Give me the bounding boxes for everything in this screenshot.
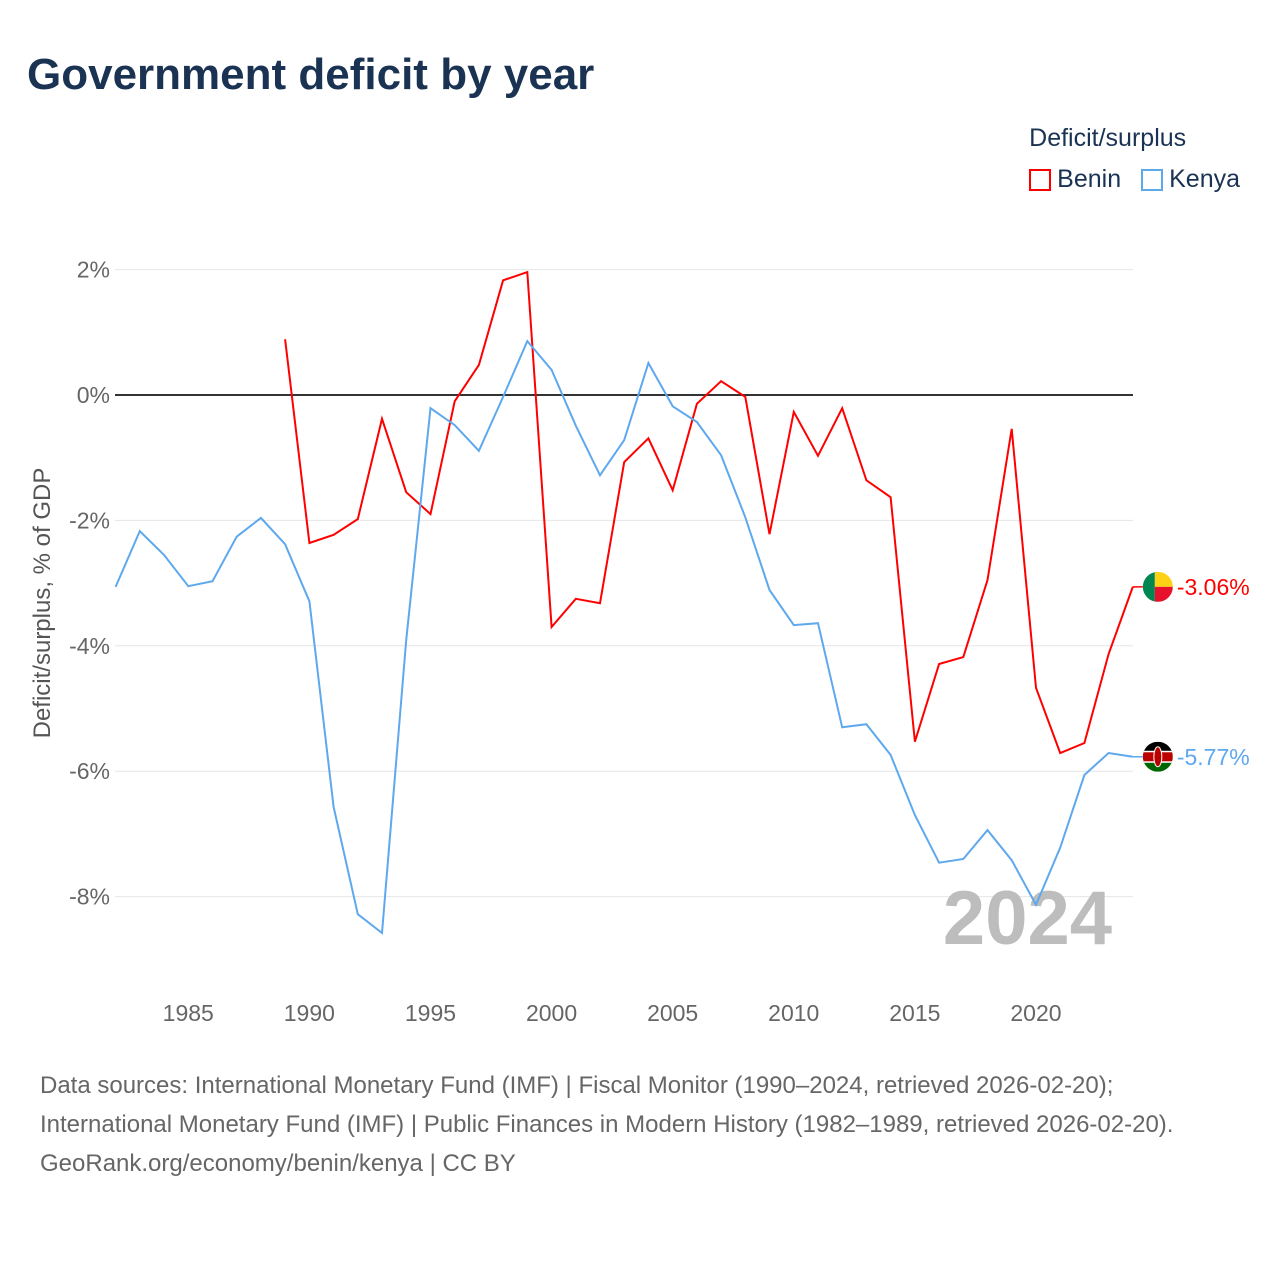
x-tick-label: 1990 (284, 1000, 335, 1026)
benin-flag-icon (1142, 571, 1173, 602)
legend-title: Deficit/surplus (1029, 124, 1187, 152)
x-tick-label: 2005 (647, 1000, 698, 1026)
y-tick-label: 0% (77, 382, 110, 408)
kenya-flag-icon (1142, 741, 1173, 772)
sources: Data sources: International Monetary Fun… (40, 1066, 1240, 1183)
end-value-label-benin: -3.06% (1177, 574, 1250, 600)
legend-item-benin[interactable]: Benin (1029, 165, 1121, 194)
x-tick-label: 2000 (526, 1000, 577, 1026)
legend-swatch-benin (1029, 168, 1052, 191)
y-tick-label: -8% (69, 884, 110, 910)
x-tick-label: 2020 (1010, 1000, 1061, 1026)
line-chart: 2% 0% -2% -4% -6% -8% 1985 1990 1995 2000 2005 2010… (29, 257, 1250, 1026)
chart-title: Government deficit by year (27, 50, 595, 99)
x-tick-label: 2015 (889, 1000, 940, 1026)
series-line-benin[interactable] (284, 270, 1134, 755)
y-tick-label: 2% (77, 257, 110, 283)
series-line-kenya[interactable] (114, 339, 1133, 935)
x-tick-label: 1995 (405, 1000, 456, 1026)
legend-label-kenya: Kenya (1169, 165, 1240, 193)
legend: Deficit/surplus Benin Kenya (1029, 124, 1240, 194)
x-tick-label: 2010 (768, 1000, 819, 1026)
end-value-label-kenya: -5.77% (1177, 744, 1250, 770)
y-tick-label: -6% (69, 758, 110, 784)
sources-text: Data sources: International Monetary Fun… (40, 1072, 1174, 1138)
y-tick-label: -2% (69, 507, 110, 533)
legend-swatch-kenya (1141, 168, 1164, 191)
x-tick-label: 1985 (163, 1000, 214, 1026)
y-axis-label: Deficit/surplus, % of GDP (29, 468, 56, 739)
attribution-link[interactable]: GeoRank.org/economy/benin/kenya | CC BY (40, 1150, 516, 1177)
legend-label-benin: Benin (1057, 165, 1122, 193)
legend-item-kenya[interactable]: Kenya (1141, 165, 1240, 194)
y-tick-label: -4% (69, 633, 110, 659)
